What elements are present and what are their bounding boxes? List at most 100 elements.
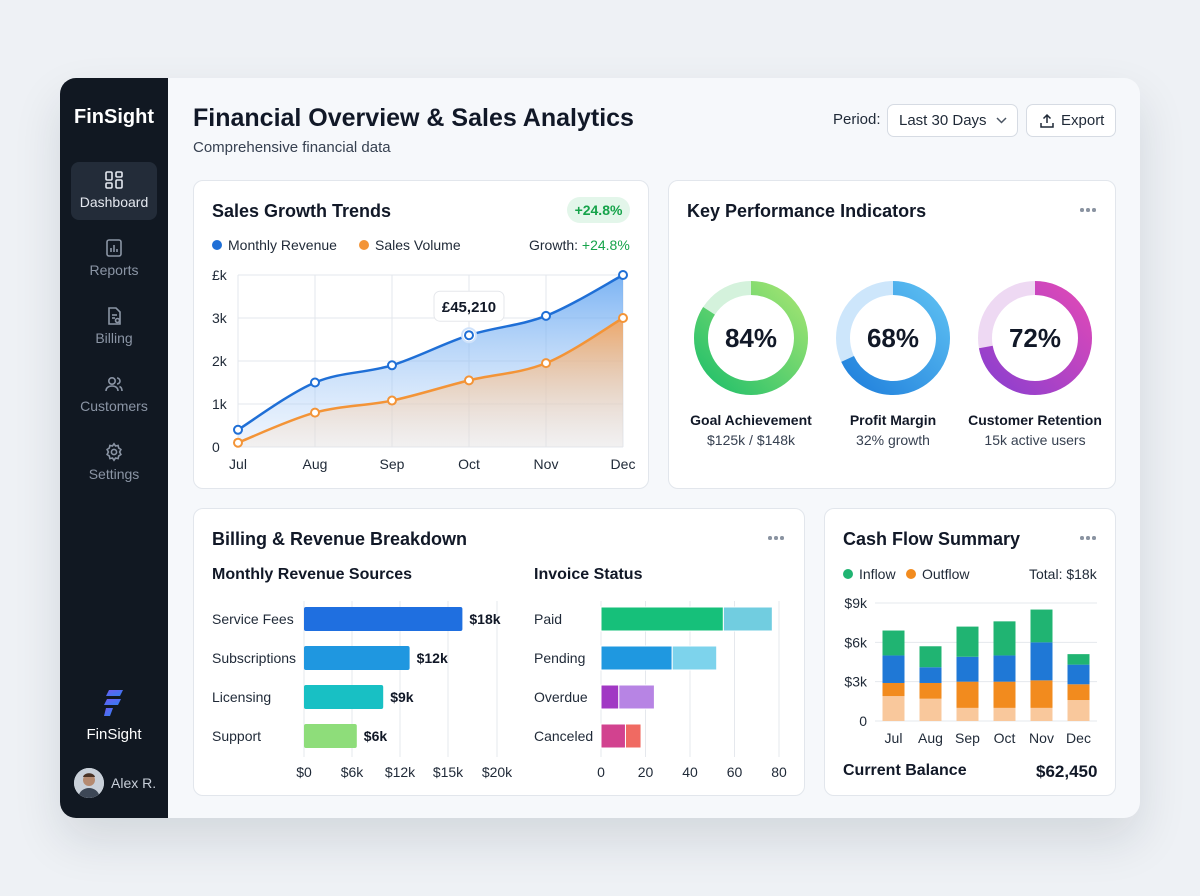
invoice-status-bar [600, 723, 626, 749]
card-title: Billing & Revenue Breakdown [212, 529, 468, 549]
billing-icon [108, 307, 121, 325]
sales-growth-chart: 0 1k 2k 3k £k Jul Aug Sep Oct Nov Dec £45,210 [212, 267, 636, 472]
billing-charts: $0 $6k $12k $15k $20k Service Fees $18k Subscri… [212, 601, 787, 780]
bar-value-label: $12k [417, 650, 448, 666]
invoice-status-bar [722, 606, 773, 632]
bar-value-label: $9k [390, 689, 414, 705]
cashflow-bar-segment [882, 630, 905, 656]
cashflow-bar-segment [919, 698, 942, 721]
x-tick-label: Nov [1029, 730, 1054, 746]
legend-item-inflow: Inflow [843, 566, 896, 582]
kpi-progress-arc [836, 281, 950, 395]
x-tick-label: 0 [597, 764, 605, 780]
x-tick-label: Jul [885, 730, 903, 746]
legend-item-revenue: Monthly Revenue [212, 237, 337, 253]
bar-category-label: Subscriptions [212, 650, 296, 666]
sidebar-item-reports[interactable]: Reports [71, 230, 157, 288]
kpi-value: 72% [1009, 323, 1061, 353]
volume-point [233, 437, 243, 448]
settings-icon [106, 442, 122, 462]
legend-item-volume: Sales Volume [359, 237, 461, 253]
sidebar-item-label: Settings [88, 466, 140, 482]
volume-point [618, 313, 628, 323]
invoice-status-bar [600, 606, 724, 632]
cashflow-bar-segment [993, 681, 1016, 708]
volume-point [541, 358, 551, 369]
sidebar: FinSight Dashboard Reports Billing Cust [60, 78, 168, 818]
y-tick-label: 0 [859, 713, 867, 729]
x-tick-label: Sep [380, 456, 405, 472]
dashboard-icon [105, 171, 123, 189]
sales-growth-card: Sales Growth Trends +24.8% Monthly Reven… [193, 180, 649, 489]
more-options-icon[interactable] [768, 535, 786, 541]
cashflow-bar-segment [1067, 700, 1090, 721]
period-value: Last 30 Days [899, 112, 987, 129]
x-tick-label: 80 [771, 764, 787, 780]
bar-category-label: Support [212, 728, 261, 744]
more-options-icon[interactable] [1080, 535, 1098, 541]
kpi-label: Goal Achievement [690, 412, 812, 428]
legend-label: Inflow [859, 566, 896, 582]
volume-point [464, 375, 474, 386]
cashflow-card: Cash Flow Summary Inflow Outflow Total: … [824, 508, 1116, 796]
volume-point [310, 407, 320, 418]
card-title: Cash Flow Summary [843, 529, 1021, 549]
y-tick-label: £k [212, 267, 228, 283]
cashflow-bar-segment [1067, 654, 1090, 665]
x-tick-label: Dec [611, 456, 636, 472]
reports-icon [106, 239, 122, 257]
sidebar-item-billing[interactable]: Billing [71, 298, 157, 356]
x-tick-label: $12k [385, 764, 416, 780]
revenue-point [233, 424, 243, 435]
legend-dot [906, 569, 916, 579]
page-subtitle: Comprehensive financial data [193, 139, 391, 156]
period-select[interactable]: Last 30 Days [887, 104, 1018, 137]
cashflow-bar-segment [919, 646, 942, 668]
x-tick-label: Dec [1066, 730, 1091, 746]
sidebar-item-dashboard[interactable]: Dashboard [71, 162, 157, 220]
export-button[interactable]: Export [1026, 104, 1116, 137]
cashflow-bar-segment [1030, 707, 1053, 721]
legend-label: Sales Volume [375, 237, 461, 253]
sidebar-item-customers[interactable]: Customers [71, 366, 157, 424]
bar-category-label: Paid [534, 611, 562, 627]
revenue-source-bar [304, 685, 384, 709]
kpi-label: Customer Retention [968, 412, 1102, 428]
upload-icon [1040, 113, 1054, 128]
cashflow-bar-segment [919, 682, 942, 699]
x-tick-label: Oct [458, 456, 480, 472]
invoice-status-bar [618, 684, 655, 710]
bar-value-label: $6k [364, 728, 388, 744]
avatar[interactable] [74, 768, 104, 798]
invoice-status-bar [600, 645, 673, 671]
bar-category-label: Overdue [534, 689, 588, 705]
cashflow-bar-segment [882, 682, 905, 697]
chevron-down-icon [996, 117, 1007, 124]
balance-value: $62,450 [1036, 762, 1098, 781]
sidebar-item-label: Dashboard [79, 194, 149, 210]
more-options-icon[interactable] [1080, 207, 1098, 213]
sidebar-item-settings[interactable]: Settings [71, 434, 157, 492]
x-tick-label: $6k [341, 764, 365, 780]
growth-value: +24.8% [581, 237, 630, 253]
x-tick-label: 20 [638, 764, 654, 780]
cashflow-bar-segment [1067, 684, 1090, 701]
y-tick-label: $9k [844, 595, 868, 611]
cashflow-bar-segment [882, 696, 905, 721]
legend-dot [843, 569, 853, 579]
revenue-source-bar [304, 646, 410, 670]
page-title: Financial Overview & Sales Analytics [193, 104, 634, 132]
growth-badge: +24.8% [567, 197, 630, 223]
volume-point [387, 395, 397, 406]
kpi-value: 84% [725, 323, 777, 353]
cashflow-bar-segment [1030, 642, 1053, 681]
customers-icon [105, 376, 123, 392]
cashflow-bar-segment [956, 656, 979, 682]
tooltip-box [433, 290, 505, 322]
kpi-card: Key Performance Indicators 84% Goal Achie… [668, 180, 1116, 489]
x-tick-label: $20k [482, 764, 513, 780]
export-label: Export [1061, 112, 1105, 129]
revenue-point [541, 310, 551, 321]
legend-label: Outflow [922, 566, 970, 582]
legend-dot [212, 240, 222, 250]
